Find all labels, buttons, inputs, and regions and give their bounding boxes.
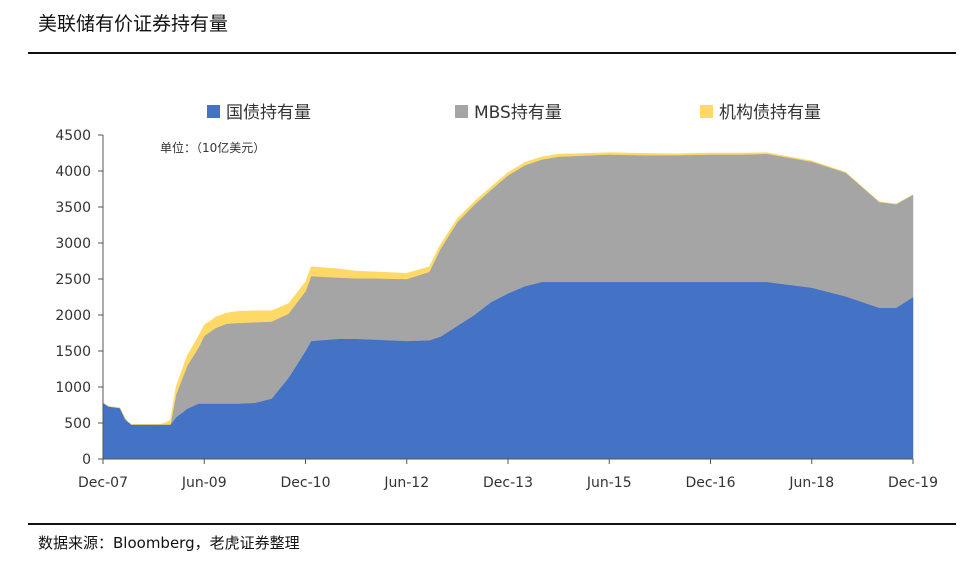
legend-swatch-agency xyxy=(700,105,713,118)
x-tick-label: Dec-10 xyxy=(281,475,331,491)
x-tick-label: Jun-15 xyxy=(586,475,632,491)
bottom-divider xyxy=(28,523,956,525)
legend-label-agency: 机构债持有量 xyxy=(719,103,821,123)
y-tick-label: 0 xyxy=(82,452,91,468)
x-tick-label: Dec-19 xyxy=(888,475,938,491)
source-note: 数据来源：Bloomberg，老虎证券整理 xyxy=(38,534,300,552)
y-tick-label: 4500 xyxy=(55,128,91,144)
area-series-3 xyxy=(102,152,914,425)
x-tick-label: Jun-12 xyxy=(383,475,429,491)
y-tick-label: 1000 xyxy=(55,380,91,396)
x-tick-label: Dec-16 xyxy=(686,475,736,491)
x-tick-label: Dec-13 xyxy=(483,475,533,491)
legend-swatch-treasury xyxy=(207,105,220,118)
x-tick-label: Jun-09 xyxy=(181,475,227,491)
y-tick-label: 4000 xyxy=(55,164,91,180)
legend-label-treasury: 国债持有量 xyxy=(226,103,311,123)
stacked-area-chart: 国债持有量 MBS持有量 机构债持有量 0 500 1000 1500 2000 2500… xyxy=(55,103,938,491)
legend: 国债持有量 MBS持有量 机构债持有量 xyxy=(207,103,821,123)
x-tick-label: Jun-18 xyxy=(788,475,834,491)
y-tick-label: 2000 xyxy=(55,308,91,324)
y-tick-label: 500 xyxy=(64,416,91,432)
x-tick-label: Dec-07 xyxy=(78,475,128,491)
top-divider xyxy=(28,52,956,54)
plot-area xyxy=(102,152,914,460)
legend-label-mbs: MBS持有量 xyxy=(474,103,562,123)
y-tick-label: 1500 xyxy=(55,344,91,360)
y-tick-label: 3500 xyxy=(55,200,91,216)
y-tick-label: 3000 xyxy=(55,236,91,252)
unit-note: 单位：（10亿美元） xyxy=(160,140,265,155)
legend-swatch-mbs xyxy=(455,105,468,118)
y-tick-label: 2500 xyxy=(55,272,91,288)
page-title: 美联储有价证券持有量 xyxy=(38,13,229,35)
axes: 0 500 1000 1500 2000 2500 3000 3500 4000 4500 Dec-… xyxy=(55,128,938,491)
